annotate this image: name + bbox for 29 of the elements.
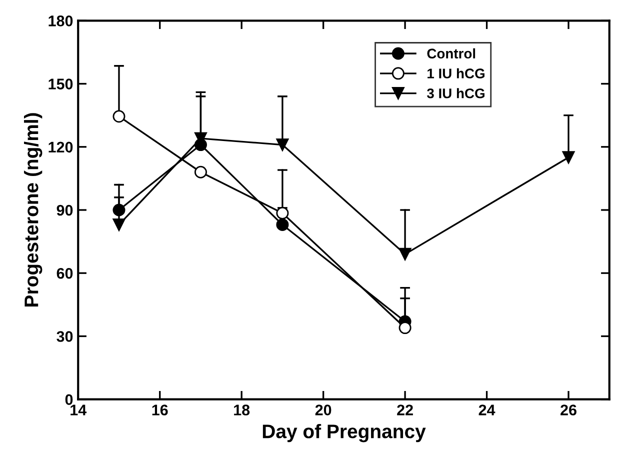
y-tick-label: 180 (48, 16, 73, 26)
point (562, 151, 575, 164)
y-tick-label: 30 (56, 331, 73, 342)
point (398, 248, 412, 260)
point (276, 218, 289, 231)
point (276, 206, 289, 220)
y-tick-label: 150 (48, 78, 73, 90)
x-tick-label: 22 (397, 404, 413, 416)
point (112, 110, 126, 123)
y-tick-label: 0 (65, 394, 73, 406)
legend-label: 1 IU hCG (428, 68, 484, 78)
point (398, 322, 412, 334)
x-tick-label: 26 (560, 404, 576, 416)
y-tick-label: 90 (56, 204, 73, 216)
legend-label: 3 IU hCG (426, 88, 484, 98)
point (276, 138, 289, 152)
point (112, 218, 126, 231)
x-tick-label: 18 (234, 404, 250, 416)
x-tick-label: 16 (152, 404, 168, 416)
x-tick-label: 24 (478, 404, 496, 416)
x-tick-label: 14 (70, 404, 87, 416)
x-axis-title: Day of Pregnancy (262, 424, 426, 442)
y-tick-label: 120 (48, 142, 73, 153)
x-tick-label: 20 (315, 404, 332, 416)
legend-label: Control (427, 48, 476, 59)
point (112, 204, 126, 216)
point (194, 166, 207, 178)
y-tick-label: 60 (56, 268, 73, 279)
y-axis-title: Progesterone (ng/ml) (24, 113, 42, 306)
